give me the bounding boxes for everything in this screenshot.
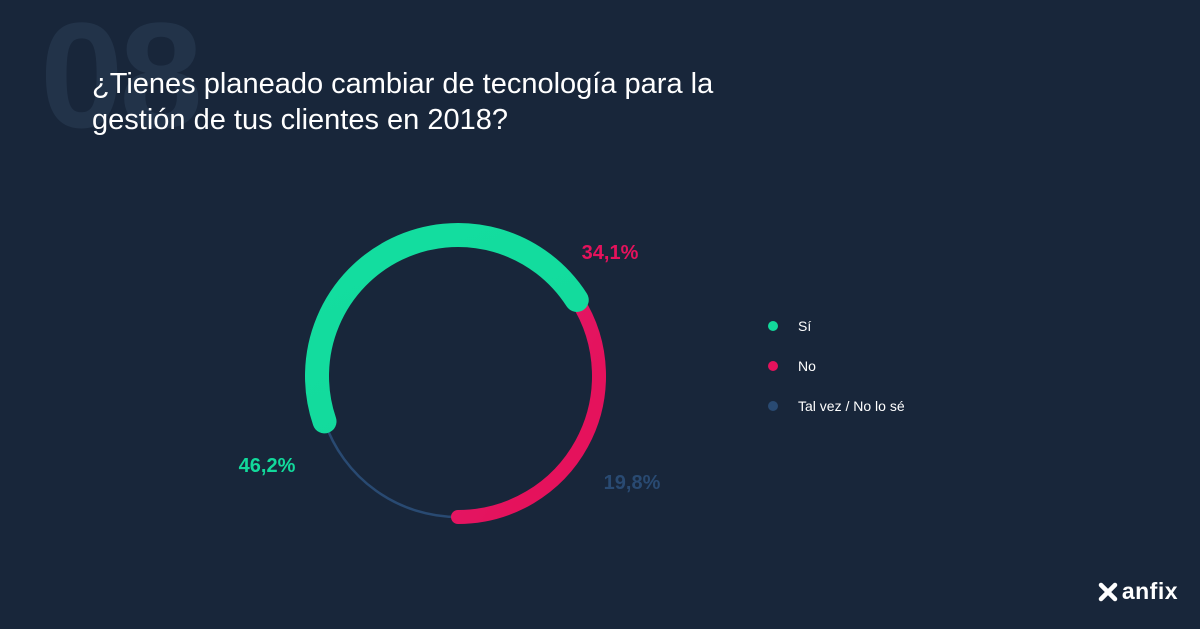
legend-item-tal-vez: Tal vez / No lo sé xyxy=(768,396,905,416)
legend-item-si: Sí xyxy=(768,316,905,336)
slice-label-no: 34,1% xyxy=(582,242,639,264)
chart-title: ¿Tienes planeado cambiar de tecnología p… xyxy=(92,68,714,136)
legend-dot-si xyxy=(768,321,778,331)
legend-dot-tal-vez xyxy=(768,401,778,411)
legend-dot-no xyxy=(768,361,778,371)
legend-label-si: Sí xyxy=(798,318,812,334)
x-mark-icon xyxy=(1098,582,1118,601)
background-section-number: 08 xyxy=(40,0,203,159)
legend-label-tal-vez: Tal vez / No lo sé xyxy=(798,398,905,414)
slice-label-si: 46,2% xyxy=(239,455,296,477)
donut-slice-si xyxy=(305,223,589,434)
legend-label-no: No xyxy=(798,358,816,374)
donut-slice-tal-vez xyxy=(323,421,459,519)
donut-slice-no xyxy=(451,292,606,524)
chart-legend: Sí No Tal vez / No lo sé xyxy=(768,316,905,436)
slice-label-tal-vez: 19,8% xyxy=(604,472,661,494)
logo-text: anfix xyxy=(1121,578,1178,604)
legend-item-no: No xyxy=(768,356,905,376)
anfix-logo: anfix xyxy=(1098,578,1178,605)
